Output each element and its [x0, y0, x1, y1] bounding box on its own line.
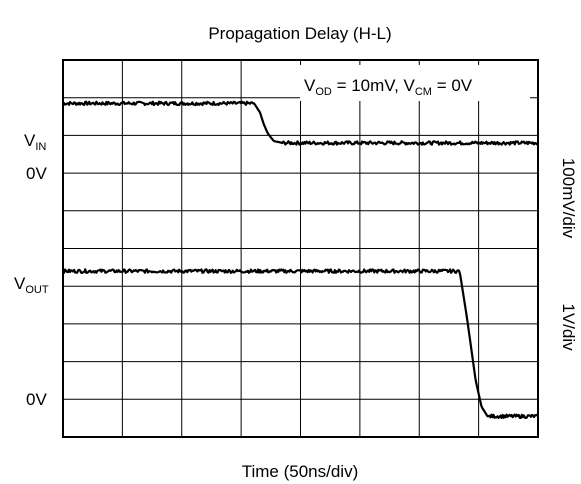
plot-frame	[62, 59, 539, 438]
label-vin-zero: 0V	[26, 164, 47, 183]
label-vin: VIN	[24, 131, 46, 153]
label-vout: VOUT	[14, 274, 49, 296]
annotation-text: VOD = 10mV, VCM = 0V	[304, 76, 473, 98]
label-vin-sub: IN	[35, 141, 46, 153]
annotation-vod-v: V	[304, 76, 316, 95]
annotation-vcm-sub: CM	[415, 86, 432, 98]
grid	[63, 60, 538, 437]
annotation-vod-value: = 10mV, V	[332, 76, 416, 95]
label-vin-scale: 100mV/div	[559, 158, 578, 239]
annotation-vod-sub: OD	[315, 86, 332, 98]
annotation-vcm-value: = 0V	[432, 76, 473, 95]
label-vout-scale: 1V/div	[559, 303, 578, 351]
label-vout-sub: OUT	[25, 284, 49, 296]
label-vout-v: V	[14, 274, 26, 293]
label-vin-v: V	[24, 131, 36, 150]
trace-vout	[62, 268, 539, 420]
annotation-box-bg	[300, 65, 530, 101]
traces	[62, 100, 539, 420]
chart-title: Propagation Delay (H-L)	[208, 24, 391, 43]
x-axis-label: Time (50ns/div)	[242, 462, 359, 481]
trace-vin	[62, 100, 539, 146]
label-vout-zero: 0V	[26, 390, 47, 409]
